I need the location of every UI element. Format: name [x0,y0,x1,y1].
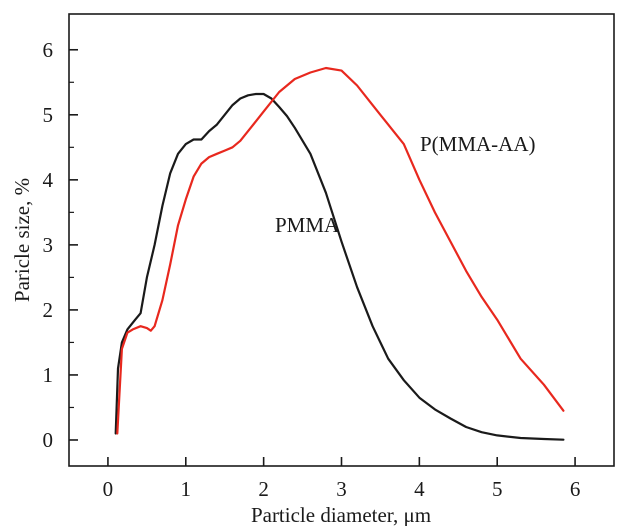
x-tick-label: 5 [492,477,503,501]
x-tick-label: 4 [414,477,425,501]
y-tick-label: 1 [43,363,54,387]
x-axis-title: Particle diameter, μm [251,503,431,526]
y-axis-title: Paricle size, % [10,178,34,302]
y-tick-label: 0 [43,428,54,452]
y-tick-label: 6 [43,38,54,62]
x-axis-ticks: 0 1 2 3 4 5 6 [103,457,581,501]
x-tick-label: 3 [336,477,347,501]
series-lines [114,66,565,441]
x-tick-label: 0 [103,477,114,501]
y-tick-label: 4 [43,168,54,192]
y-tick-label: 3 [43,233,54,257]
x-tick-label: 1 [181,477,192,501]
series-label-pmma: PMMA [275,213,340,237]
y-minor-ticks [69,81,74,409]
series-line-pmma-aa [116,66,565,435]
y-axis-ticks: 0 1 2 3 4 5 6 [43,38,78,452]
series-line-pmma [114,92,565,441]
y-tick-label: 5 [43,103,54,127]
x-tick-label: 6 [570,477,581,501]
x-tick-label: 2 [258,477,269,501]
series-label-pmma-aa: P(MMA-AA) [420,132,536,156]
y-tick-label: 2 [43,298,54,322]
